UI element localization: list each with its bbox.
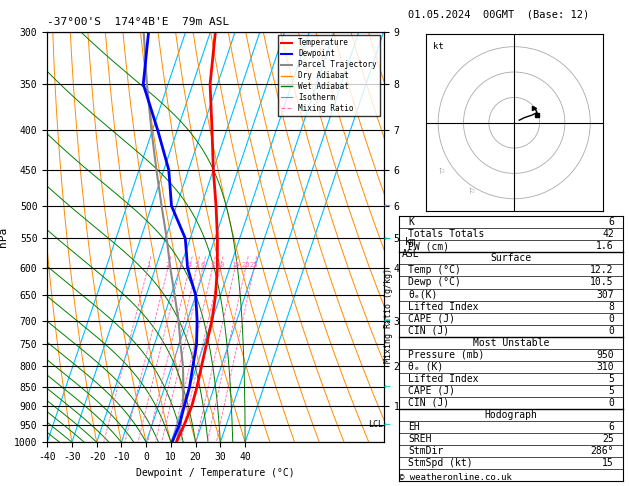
Text: 5: 5 [608, 386, 614, 396]
Text: 6: 6 [608, 217, 614, 227]
Text: 2: 2 [166, 262, 170, 268]
Text: ←: ← [384, 382, 391, 392]
Legend: Temperature, Dewpoint, Parcel Trajectory, Dry Adiabat, Wet Adiabat, Isotherm, Mi: Temperature, Dewpoint, Parcel Trajectory… [277, 35, 380, 116]
Text: Mixing Ratio (g/kg): Mixing Ratio (g/kg) [384, 268, 393, 364]
Text: 20: 20 [242, 262, 250, 268]
Text: 307: 307 [596, 290, 614, 299]
Text: 4: 4 [187, 262, 192, 268]
Text: 12.2: 12.2 [590, 265, 614, 276]
Text: ←: ← [384, 201, 391, 211]
Text: ←: ← [384, 420, 391, 430]
Text: -37°00'S  174°4B'E  79m ASL: -37°00'S 174°4B'E 79m ASL [47, 17, 230, 27]
Text: CIN (J): CIN (J) [408, 326, 450, 336]
Text: SREH: SREH [408, 434, 432, 444]
Text: 0: 0 [608, 326, 614, 336]
Text: 1.6: 1.6 [596, 242, 614, 251]
Text: 25: 25 [250, 262, 259, 268]
Text: 25: 25 [602, 434, 614, 444]
Text: Dewp (°C): Dewp (°C) [408, 278, 461, 288]
Text: ⚐: ⚐ [469, 186, 474, 196]
Y-axis label: km
ASL: km ASL [401, 237, 419, 259]
Text: 10: 10 [216, 262, 225, 268]
Text: ←: ← [384, 315, 391, 326]
Text: 310: 310 [596, 362, 614, 372]
Text: Totals Totals: Totals Totals [408, 229, 485, 239]
Text: 0: 0 [608, 398, 614, 408]
Text: CIN (J): CIN (J) [408, 398, 450, 408]
Text: kt: kt [433, 42, 444, 51]
Text: 286°: 286° [590, 446, 614, 456]
Text: Temp (°C): Temp (°C) [408, 265, 461, 276]
Text: EH: EH [408, 422, 420, 432]
Text: 8: 8 [608, 302, 614, 312]
Text: Lifted Index: Lifted Index [408, 302, 479, 312]
Text: 0: 0 [608, 313, 614, 324]
Text: 01.05.2024  00GMT  (Base: 12): 01.05.2024 00GMT (Base: 12) [408, 9, 589, 19]
Text: 5: 5 [608, 374, 614, 384]
Text: © weatheronline.co.uk: © weatheronline.co.uk [399, 473, 512, 482]
Text: 15: 15 [231, 262, 239, 268]
Text: Hodograph: Hodograph [484, 410, 538, 420]
Text: θₑ (K): θₑ (K) [408, 362, 443, 372]
Text: θₑ(K): θₑ(K) [408, 290, 438, 299]
Text: Surface: Surface [491, 253, 532, 263]
Text: CAPE (J): CAPE (J) [408, 313, 455, 324]
Text: Lifted Index: Lifted Index [408, 374, 479, 384]
Text: Most Unstable: Most Unstable [473, 338, 549, 347]
Text: 6: 6 [608, 422, 614, 432]
Text: 1: 1 [146, 262, 150, 268]
Text: LCL: LCL [368, 420, 383, 429]
Text: 950: 950 [596, 350, 614, 360]
Text: 6: 6 [201, 262, 205, 268]
Text: ⚐: ⚐ [438, 165, 444, 175]
Text: ←: ← [384, 233, 391, 243]
Text: 10.5: 10.5 [590, 278, 614, 288]
X-axis label: Dewpoint / Temperature (°C): Dewpoint / Temperature (°C) [136, 468, 295, 478]
Text: StmDir: StmDir [408, 446, 443, 456]
Text: 8: 8 [211, 262, 214, 268]
Text: 5: 5 [194, 262, 199, 268]
Text: StmSpd (kt): StmSpd (kt) [408, 458, 473, 468]
Text: 3: 3 [178, 262, 182, 268]
Text: 15: 15 [602, 458, 614, 468]
Text: CAPE (J): CAPE (J) [408, 386, 455, 396]
Text: K: K [408, 217, 415, 227]
Text: PW (cm): PW (cm) [408, 242, 450, 251]
Text: 42: 42 [602, 229, 614, 239]
Y-axis label: hPa: hPa [0, 227, 8, 247]
Text: Pressure (mb): Pressure (mb) [408, 350, 485, 360]
